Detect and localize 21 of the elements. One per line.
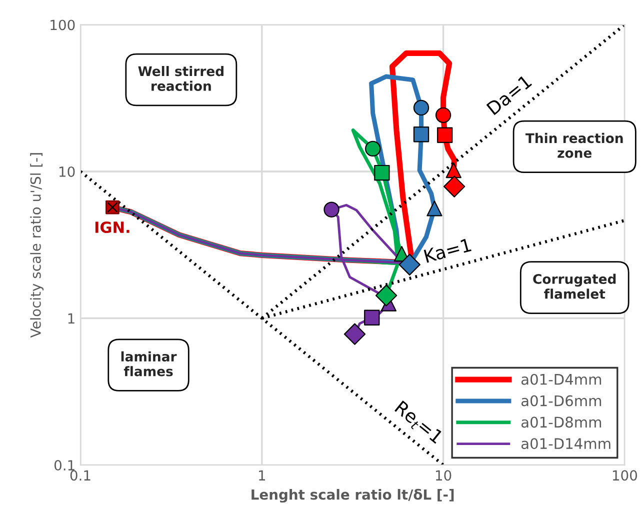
y-tick-label: 10 — [59, 166, 75, 177]
legend-label: a01-D4mm — [521, 374, 602, 385]
annotation: IGN. — [95, 221, 130, 234]
y-tick-label: 100 — [50, 20, 75, 30]
y-tick-label: 0.1 — [54, 460, 74, 471]
legend-label: a01-D14mm — [521, 438, 610, 450]
annotation: Well stirred reaction — [138, 66, 224, 91]
text: Ka=1 — [424, 238, 472, 263]
legend-label: a01-D8mm — [521, 416, 602, 428]
x-tick-label: 0.1 — [70, 470, 90, 481]
x-tick-label: 1 — [259, 470, 266, 480]
annotation: Thin reaction zone — [525, 132, 623, 158]
text: Re$_{t}$=1 — [392, 400, 444, 446]
x-axis-title: Lenght scale ratio lt/δL [-] — [252, 488, 454, 503]
x-tick-label: 10 — [436, 470, 452, 481]
y-axis-title: Velocity scale ratio u'/Sl [-] — [30, 153, 44, 338]
y-tick-label: 1 — [68, 313, 74, 324]
legend-label: a01-D6mm — [521, 395, 602, 406]
x-tick-label: 100 — [612, 470, 638, 481]
annotation: Corrugated flamelet — [533, 274, 616, 299]
annotation: laminar flames — [121, 351, 177, 376]
